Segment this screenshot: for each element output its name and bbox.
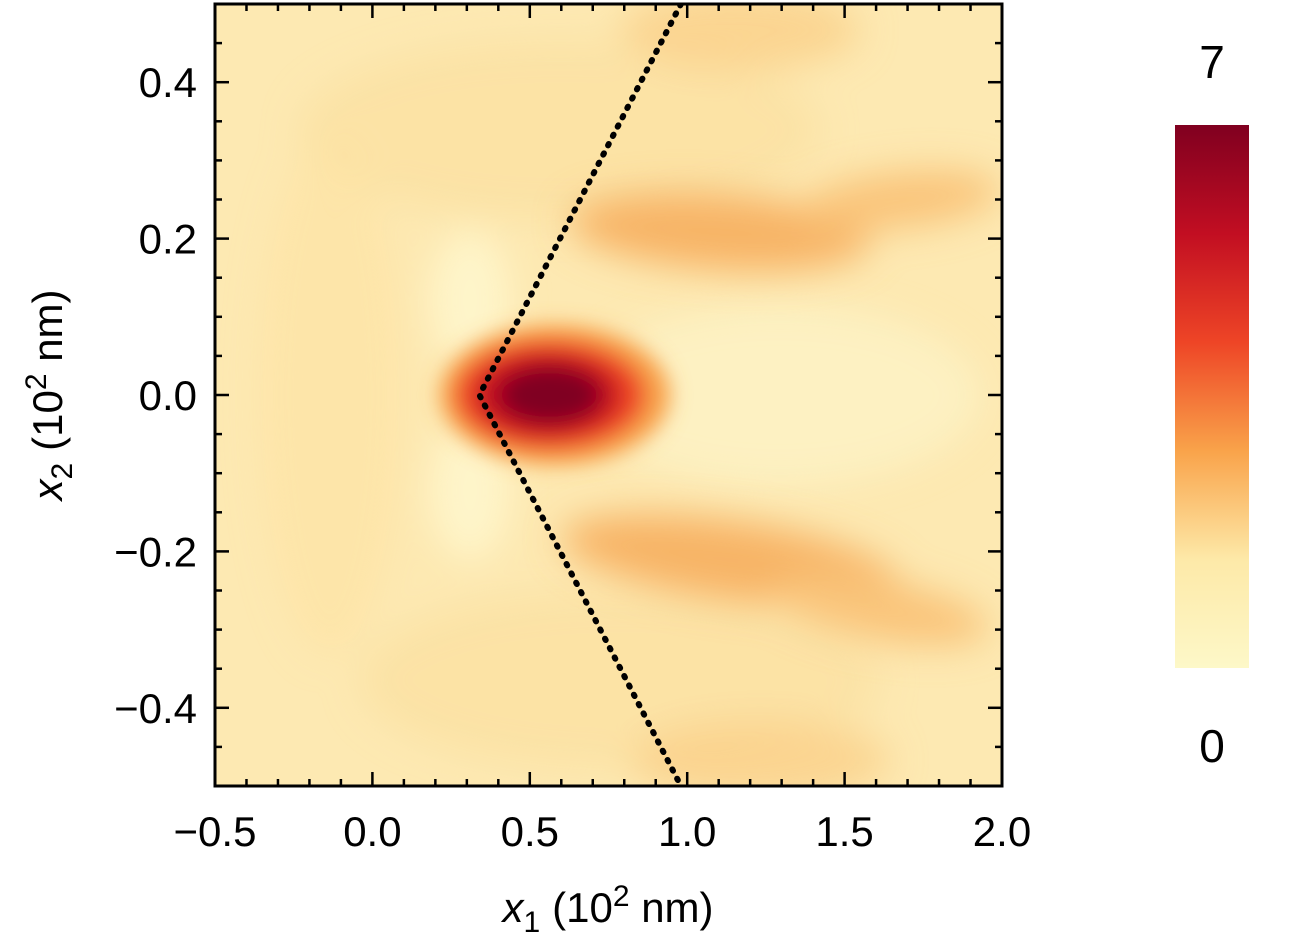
x-tick-label: 1.0: [658, 808, 716, 855]
x-tick-label: 2.0: [973, 808, 1031, 855]
y-tick-label: 0.2: [139, 216, 197, 263]
axis-ticks: [213, 2, 1004, 788]
x-axis-label: x1 (102 nm): [500, 880, 713, 939]
upper-lobe: [570, 192, 870, 272]
y-tick-label: −0.4: [114, 685, 197, 732]
colorbar-min-label: 0: [1199, 720, 1225, 772]
y-axis-label: x2(102 nm): [20, 289, 79, 502]
colorbar: [1175, 125, 1249, 668]
x-tick-label: 1.5: [815, 808, 873, 855]
annotation-dotted-line: [476, 4, 684, 786]
colorbar-max-label: 7: [1199, 36, 1225, 88]
tick-labels: −0.5 0.0 0.5 1.0 1.5 2.0 −0.4 −0.2 0.0 0.2 0.4: [114, 59, 1031, 855]
y-tick-label: 0.4: [139, 59, 197, 106]
x-tick-label: 0.0: [343, 808, 401, 855]
x-tick-label: 0.5: [501, 808, 559, 855]
heatmap-field: [215, 4, 1002, 786]
central-hot-spot: [440, 325, 670, 465]
y-tick-label: 0.0: [139, 372, 197, 419]
y-tick-label: −0.2: [114, 528, 197, 575]
x-tick-label: −0.5: [174, 808, 257, 855]
